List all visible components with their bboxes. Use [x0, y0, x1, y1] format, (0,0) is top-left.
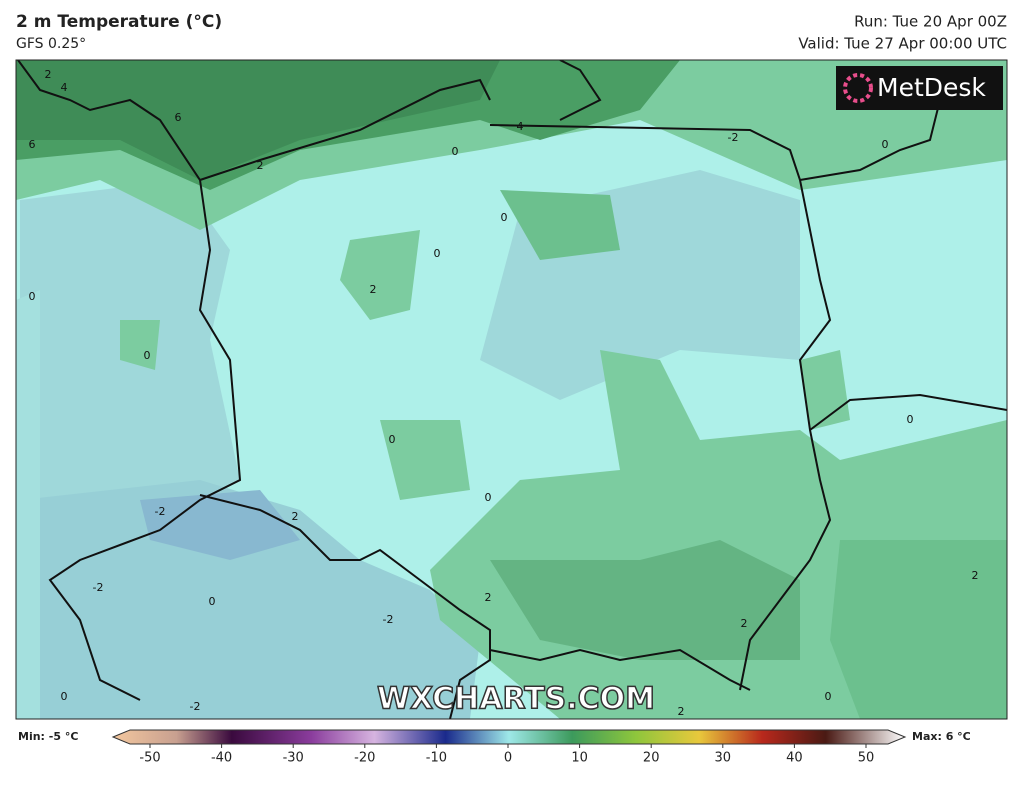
contour-label: 6 [175, 111, 182, 124]
contour-label: 2 [972, 569, 979, 582]
contour-label: -2 [728, 131, 739, 144]
colorbar-tick-label: -20 [354, 751, 375, 766]
colorbar-tick-label: -10 [426, 751, 447, 766]
logo-box [836, 66, 1003, 110]
colorbar-tick-label: -50 [139, 751, 160, 766]
colorbar-tick-label: 30 [715, 751, 732, 766]
contour-label: -2 [190, 700, 201, 713]
contour-label: 0 [209, 595, 216, 608]
map [16, 60, 1007, 719]
contour-label: 0 [485, 491, 492, 504]
colorbar-tick-label: 50 [858, 751, 875, 766]
title: 2 m Temperature (°C) [16, 12, 222, 32]
model: GFS 0.25° [16, 36, 86, 52]
contour-label: -2 [383, 613, 394, 626]
logo: MetDesk [877, 73, 986, 102]
contour-label: 2 [741, 617, 748, 630]
colorbar-tick-label: 0 [504, 751, 512, 766]
contour-label: 0 [61, 690, 68, 703]
contour-label: 0 [501, 211, 508, 224]
contour-label: 4 [61, 81, 68, 94]
contour-label: 0 [144, 349, 151, 362]
contour-label: 2 [292, 510, 299, 523]
contour-label: 0 [434, 247, 441, 260]
contour-label: 0 [907, 413, 914, 426]
contour-label: 0 [452, 145, 459, 158]
colorbar-tick-label: -30 [283, 751, 304, 766]
min-label: Min: -5 °C [18, 730, 78, 743]
colorbar-tick-label: 40 [786, 751, 803, 766]
colorbar-tick-label: 10 [571, 751, 588, 766]
contour-label: 2 [370, 283, 377, 296]
run: Run: Tue 20 Apr 00Z [854, 13, 1007, 31]
contour-label: 0 [389, 433, 396, 446]
contour-label: 0 [825, 690, 832, 703]
map-frame [15, 59, 1008, 720]
contour-label: 2 [485, 591, 492, 604]
colorbar-tick-label: 20 [643, 751, 660, 766]
valid: Valid: Tue 27 Apr 00:00 UTC [798, 35, 1007, 53]
colorbar [111, 729, 907, 745]
contour-label: -2 [155, 505, 166, 518]
contour-label: 2 [45, 68, 52, 81]
contour-label: 2 [257, 159, 264, 172]
colorbar-tick-label: -40 [211, 751, 232, 766]
max-label: Max: 6 °C [912, 730, 971, 743]
contour-label: -2 [93, 581, 104, 594]
contour-label: 6 [29, 138, 36, 151]
contour-label: 4 [517, 120, 524, 133]
contour-label: 2 [678, 705, 685, 718]
contour-label: 0 [29, 290, 36, 303]
logo-icon [843, 73, 873, 103]
contour-label: 0 [882, 138, 889, 151]
watermark: WXCHARTS.COM [377, 682, 655, 717]
